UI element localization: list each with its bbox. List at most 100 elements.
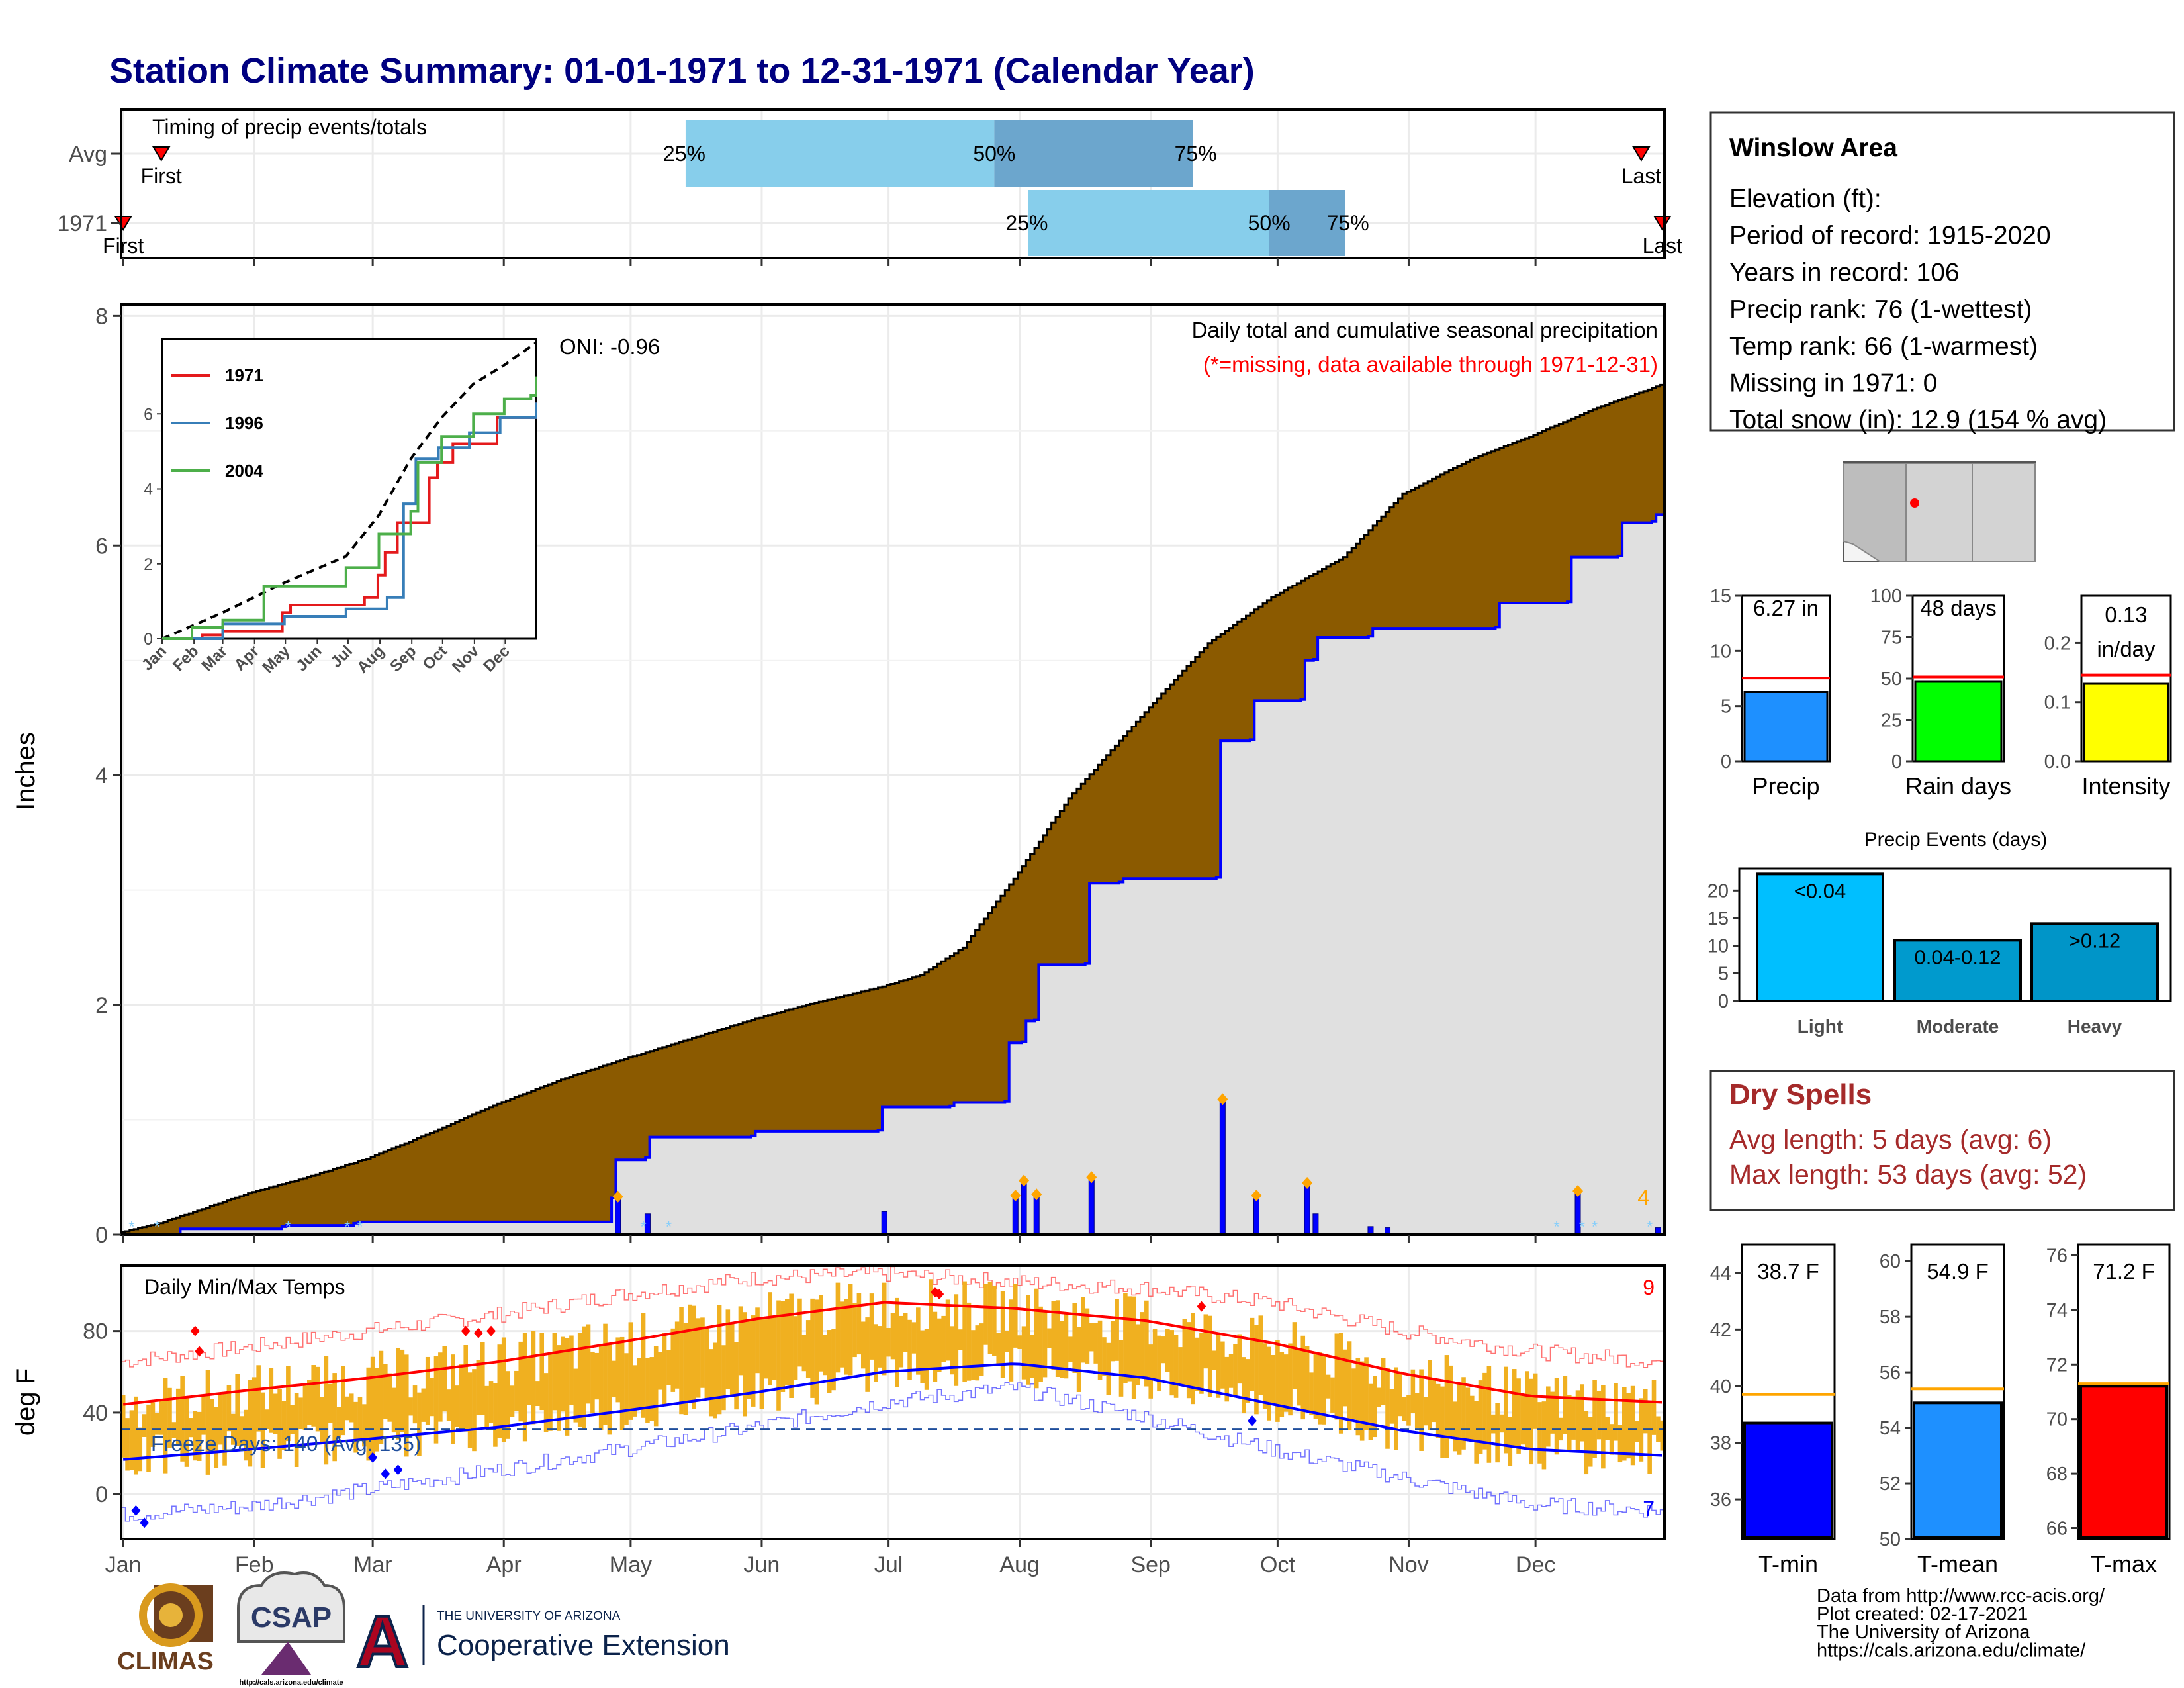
dry-spells-title: Dry Spells xyxy=(1729,1078,1872,1111)
daily-temp-bar xyxy=(210,1399,214,1451)
snow-event-marker: * xyxy=(1579,1218,1585,1236)
daily-temp-bar xyxy=(1355,1357,1361,1436)
daily-temp-bar xyxy=(603,1323,608,1425)
daily-temp-bar xyxy=(1347,1341,1352,1430)
daily-temp-bar xyxy=(856,1293,862,1355)
daily-temp-bar xyxy=(772,1317,777,1380)
daily-temp-bar xyxy=(1423,1397,1428,1426)
heavy-event-marker xyxy=(1217,1093,1228,1105)
daily-temp-bar xyxy=(1076,1327,1081,1392)
daily-temp-bar xyxy=(222,1391,227,1466)
daily-temp-bar xyxy=(1478,1380,1483,1454)
daily-temp-bar xyxy=(1639,1398,1644,1462)
average-max-line xyxy=(122,1301,1662,1406)
daily-temp-bar xyxy=(1136,1324,1140,1385)
daily-temp-bar xyxy=(1567,1395,1572,1450)
daily-temp-bar xyxy=(666,1350,671,1385)
daily-temp-bar xyxy=(612,1360,616,1398)
daily-temp-bar xyxy=(430,1378,434,1417)
daily-temp-bar xyxy=(1161,1336,1166,1364)
daily-temp-bar xyxy=(1432,1380,1437,1423)
daily-temp-bar xyxy=(1026,1295,1030,1385)
daily-temp-bar xyxy=(1622,1387,1627,1461)
daily-temp-bar xyxy=(1580,1384,1584,1442)
snow-event-marker: * xyxy=(666,1218,672,1236)
station-name: Winslow Area xyxy=(1729,134,1897,162)
daily-temp-bar xyxy=(1279,1352,1285,1417)
station-info-line: Temp rank: 66 (1-warmest) xyxy=(1729,332,2038,361)
daily-temp-bar xyxy=(1267,1346,1271,1421)
daily-temp-bar xyxy=(1241,1357,1246,1414)
daily-temp-bar xyxy=(713,1342,717,1419)
daily-temp-bar xyxy=(286,1366,291,1442)
snow-event-marker: * xyxy=(640,1218,646,1236)
daily-temp-bar xyxy=(840,1301,844,1368)
daily-temp-bar xyxy=(425,1356,430,1425)
daily-temp-bar xyxy=(561,1336,565,1412)
precip-subtitle: Daily total and cumulative seasonal prec… xyxy=(1192,318,1658,342)
daily-temp-bar xyxy=(366,1367,371,1461)
daily-temp-bar xyxy=(129,1410,134,1470)
daily-temp-bar xyxy=(1000,1291,1005,1378)
daily-temp-bar xyxy=(1482,1372,1487,1450)
daily-precip-bar xyxy=(1033,1194,1040,1235)
daily-temp-bar xyxy=(260,1392,265,1468)
daily-temp-bar xyxy=(573,1368,578,1423)
quartile-75-label: 75% xyxy=(1175,142,1217,165)
daily-temp-bar xyxy=(455,1385,460,1427)
daily-temp-bar xyxy=(810,1298,815,1398)
daily-temp-bar xyxy=(484,1385,489,1430)
daily-temp-bar xyxy=(1169,1330,1174,1396)
daily-temp-bar xyxy=(451,1354,455,1444)
daily-temp-bar xyxy=(1275,1340,1280,1422)
temp-tick-label: 80 xyxy=(83,1319,108,1344)
daily-temp-bar xyxy=(387,1373,392,1422)
temp-bar-tick-label: 70 xyxy=(2046,1409,2068,1430)
daily-temp-bar xyxy=(598,1345,604,1430)
record-high-marker xyxy=(486,1325,496,1336)
daily-temp-bar xyxy=(1165,1329,1170,1372)
temp-bar-value-label: 54.9 F xyxy=(1927,1259,1989,1284)
daily-temp-bar xyxy=(1495,1403,1500,1463)
chart-title: Station Climate Summary: 01-01-1971 to 1… xyxy=(109,51,1255,91)
temp-bar-tick-label: 76 xyxy=(2046,1245,2068,1266)
record-low-marker xyxy=(140,1517,150,1528)
daily-temp-bar xyxy=(180,1376,185,1462)
daily-precip-bar xyxy=(1312,1213,1319,1235)
daily-temp-bar xyxy=(1406,1395,1411,1426)
missing-data-note: (*=missing, data available through 1971-… xyxy=(1203,352,1658,377)
daily-temp-bar xyxy=(1309,1372,1314,1415)
snow-event-marker: * xyxy=(128,1218,134,1236)
daily-temp-bar xyxy=(933,1311,938,1382)
events-bar-label: <0.04 xyxy=(1794,879,1846,902)
daily-temp-bar xyxy=(793,1316,798,1380)
daily-temp-bar xyxy=(1148,1344,1154,1399)
daily-temp-bar xyxy=(1068,1336,1073,1362)
daily-temp-bar xyxy=(725,1309,731,1389)
daily-precip-bar xyxy=(1021,1180,1027,1235)
record-low-marker xyxy=(1248,1415,1257,1427)
daily-temp-bar xyxy=(789,1293,794,1398)
inset-tick-label: 0 xyxy=(144,630,153,649)
footer-line: https://cals.arizona.edu/climate/ xyxy=(1817,1640,2086,1662)
daily-temp-bar xyxy=(1330,1377,1335,1413)
daily-temp-bar xyxy=(349,1393,354,1423)
daily-temp-bar xyxy=(903,1313,908,1352)
heavy-event-count: 4 xyxy=(1637,1186,1649,1209)
daily-temp-bar xyxy=(1060,1321,1064,1378)
stat-bar-value xyxy=(1914,680,2003,763)
precip-panel-border xyxy=(120,303,1666,1236)
daily-temp-bar xyxy=(1195,1337,1200,1391)
heavy-event-marker xyxy=(1086,1171,1097,1184)
daily-temp-bar xyxy=(1373,1376,1377,1438)
station-location-dot xyxy=(1910,498,1919,508)
month-axis-label: Jan xyxy=(105,1552,142,1577)
daily-temp-bar xyxy=(992,1285,997,1356)
timing-panel-border xyxy=(120,108,1666,259)
daily-temp-bar xyxy=(641,1313,646,1418)
daily-temp-bar xyxy=(1140,1312,1145,1378)
csap-url: http://cals.arizona.edu/climate xyxy=(239,1679,343,1687)
stat-bar-tick-label: 5 xyxy=(1721,696,1731,718)
daily-temp-bar xyxy=(615,1337,621,1403)
